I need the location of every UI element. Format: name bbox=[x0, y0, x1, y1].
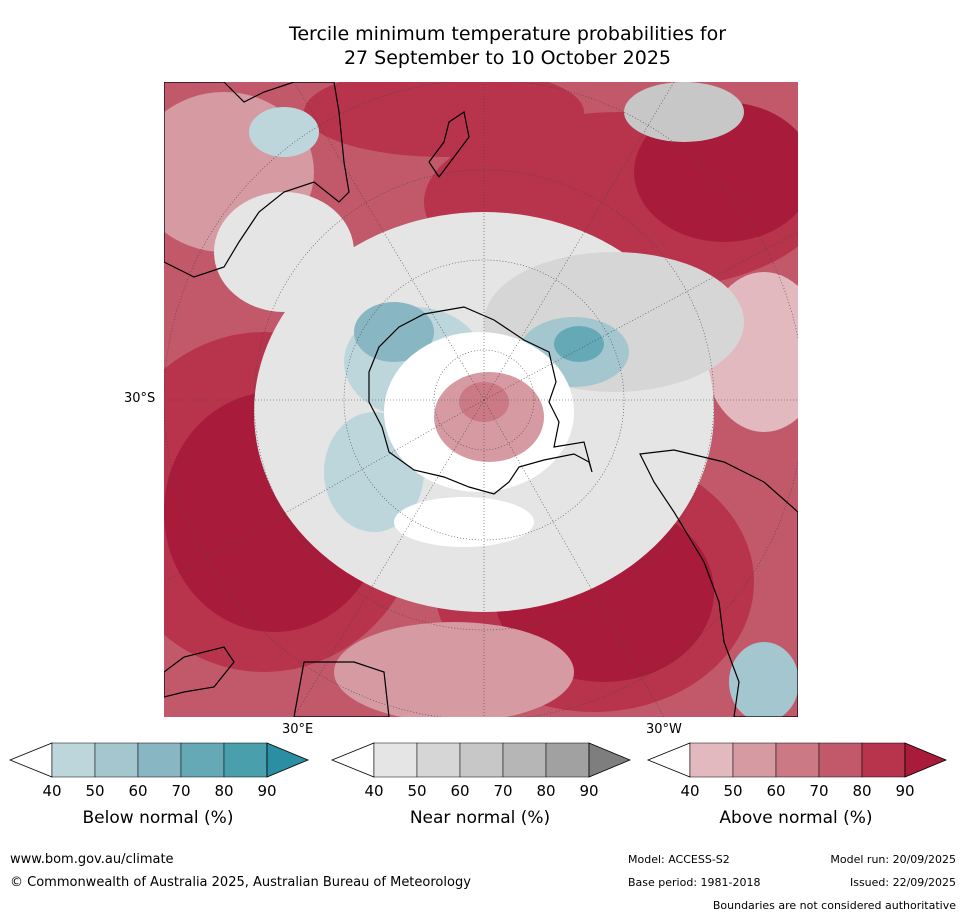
longitude-label-30w: 30°W bbox=[646, 722, 682, 737]
region-below-north bbox=[249, 107, 319, 157]
africa-coastline bbox=[293, 661, 390, 717]
base-period-text: Base period: 1981-2018 bbox=[628, 876, 761, 889]
region-antarctica-pole bbox=[459, 382, 509, 422]
graticule bbox=[164, 82, 798, 717]
colorbar-below-bin-3 bbox=[137, 742, 182, 778]
tick-label: 90 bbox=[895, 782, 915, 800]
tick-label: 70 bbox=[171, 782, 191, 800]
legend-near-normal: 40 50 60 70 80 90 Near normal (%) bbox=[330, 740, 632, 828]
colorbar-above-bin-2 bbox=[732, 742, 777, 778]
tick-label: 90 bbox=[257, 782, 277, 800]
colorbar-below-bin-1 bbox=[51, 742, 96, 778]
south-america-coastline bbox=[639, 449, 798, 717]
region-near-normal-nw bbox=[214, 192, 354, 312]
latitude-label-30s: 30°S bbox=[124, 391, 156, 406]
issued-text: Issued: 22/09/2025 bbox=[849, 876, 956, 889]
legend-below-label: Below normal (%) bbox=[82, 808, 234, 828]
region-light-south bbox=[334, 622, 574, 717]
colorbar-near-normal bbox=[330, 742, 632, 778]
tick-label: 40 bbox=[42, 782, 62, 800]
colorbar-near-bin-5 bbox=[545, 742, 590, 778]
colorbar-near-min bbox=[330, 742, 375, 778]
region-below-se bbox=[729, 642, 798, 717]
tick-label: 50 bbox=[723, 782, 743, 800]
tick-label: 70 bbox=[809, 782, 829, 800]
colorbar-above-bin-3 bbox=[775, 742, 820, 778]
southern-africa-coastline bbox=[164, 646, 235, 698]
legend-near-label: Near normal (%) bbox=[409, 808, 551, 828]
tick-label: 90 bbox=[579, 782, 599, 800]
antarctica-coastline bbox=[368, 306, 593, 495]
model-text: Model: ACCESS-S2 bbox=[628, 853, 730, 866]
tick-label: 80 bbox=[536, 782, 556, 800]
copyright-text: © Commonwealth of Australia 2025, Austra… bbox=[10, 875, 471, 890]
region-above-top bbox=[304, 82, 584, 157]
colorbar-above-normal bbox=[646, 742, 948, 778]
colorbar-near-max bbox=[588, 742, 632, 778]
tick-label: 60 bbox=[128, 782, 148, 800]
title-line-1: Tercile minimum temperature probabilitie… bbox=[288, 23, 727, 45]
colorbar-near-bin-3 bbox=[459, 742, 504, 778]
tick-label: 80 bbox=[852, 782, 872, 800]
colorbar-near-bin-2 bbox=[416, 742, 461, 778]
legend-above-label: Above normal (%) bbox=[719, 808, 873, 828]
colorbar-below-bin-4 bbox=[180, 742, 225, 778]
australia-coastline bbox=[164, 82, 350, 278]
region-white-south bbox=[394, 497, 534, 547]
colorbar-above-min bbox=[646, 742, 691, 778]
region-below-east-core bbox=[554, 326, 604, 362]
colorbar-below-bin-2 bbox=[94, 742, 139, 778]
model-run-text: Model run: 20/09/2025 bbox=[830, 853, 956, 866]
colorbar-below-min bbox=[8, 742, 53, 778]
new-zealand-coastline bbox=[428, 111, 470, 179]
legend-below-normal: 40 50 60 70 80 90 Below normal (%) bbox=[8, 740, 310, 828]
colorbar-above-bin-5 bbox=[861, 742, 906, 778]
colorbar-above-max bbox=[904, 742, 948, 778]
tick-label: 60 bbox=[766, 782, 786, 800]
colorbar-near-bin-4 bbox=[502, 742, 547, 778]
tick-label: 50 bbox=[407, 782, 427, 800]
tick-label: 50 bbox=[85, 782, 105, 800]
map-title: Tercile minimum temperature probabilitie… bbox=[0, 22, 965, 70]
colorbar-near-bin-1 bbox=[373, 742, 418, 778]
colorbar-below-normal bbox=[8, 742, 310, 778]
title-line-2: 27 September to 10 October 2025 bbox=[343, 47, 672, 69]
colorbar-below-bin-5 bbox=[223, 742, 268, 778]
tick-label: 60 bbox=[450, 782, 470, 800]
tick-label: 70 bbox=[493, 782, 513, 800]
probability-map bbox=[164, 82, 798, 717]
colorbar-above-bin-1 bbox=[689, 742, 734, 778]
website-link[interactable]: www.bom.gov.au/climate bbox=[10, 852, 174, 867]
region-near-normal-ne bbox=[624, 82, 744, 142]
colorbar-above-bin-4 bbox=[818, 742, 863, 778]
disclaimer-text: Boundaries are not considered authoritat… bbox=[712, 899, 956, 912]
tick-label: 40 bbox=[680, 782, 700, 800]
legend-above-normal: 40 50 60 70 80 90 Above normal (%) bbox=[646, 740, 948, 828]
tick-label: 80 bbox=[214, 782, 234, 800]
colorbar-below-max bbox=[266, 742, 310, 778]
tick-label: 40 bbox=[364, 782, 384, 800]
longitude-label-30e: 30°E bbox=[282, 722, 314, 737]
